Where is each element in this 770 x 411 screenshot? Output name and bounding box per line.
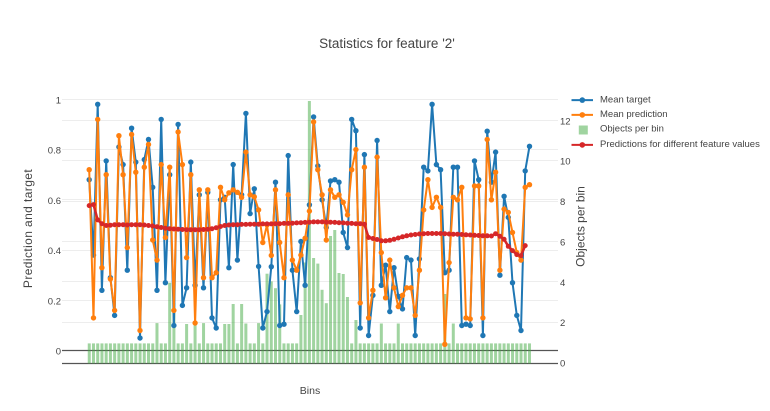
- svg-text:Statistics for feature '2': Statistics for feature '2': [319, 36, 455, 51]
- svg-text:10: 10: [560, 157, 571, 168]
- svg-text:Prediction and target: Prediction and target: [21, 169, 35, 288]
- svg-text:Bins: Bins: [300, 385, 320, 397]
- svg-text:0.8: 0.8: [48, 146, 61, 157]
- svg-text:0.6: 0.6: [48, 196, 61, 207]
- svg-text:Mean prediction: Mean prediction: [600, 109, 668, 120]
- svg-text:0: 0: [56, 347, 61, 358]
- svg-text:Objects per bin: Objects per bin: [574, 186, 588, 267]
- svg-text:6: 6: [560, 238, 565, 249]
- svg-text:Predictions for different feat: Predictions for different feature values: [600, 139, 760, 150]
- svg-text:Mean target: Mean target: [600, 94, 651, 105]
- svg-text:8: 8: [560, 197, 565, 208]
- svg-text:Objects per bin: Objects per bin: [600, 124, 664, 135]
- svg-text:2: 2: [560, 318, 565, 329]
- svg-text:0.2: 0.2: [48, 296, 61, 307]
- svg-text:1: 1: [56, 95, 61, 106]
- svg-text:0: 0: [560, 359, 565, 370]
- svg-text:12: 12: [560, 116, 571, 127]
- svg-text:4: 4: [560, 278, 565, 289]
- svg-text:0.4: 0.4: [48, 246, 61, 257]
